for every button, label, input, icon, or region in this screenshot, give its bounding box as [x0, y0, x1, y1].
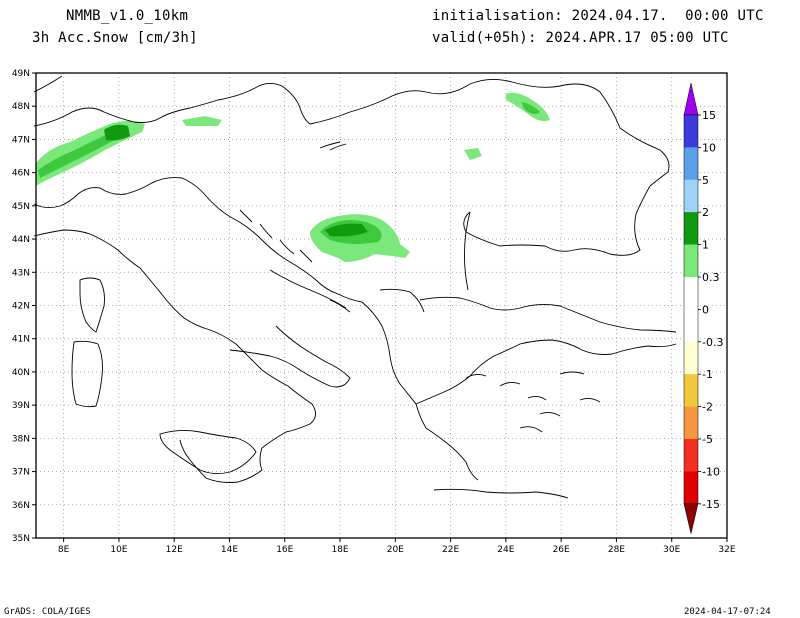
colorbar-label: 5 — [702, 174, 709, 187]
lat-label: 38N — [12, 434, 30, 444]
snow-field-austria — [182, 116, 222, 126]
footer-right: 2024-04-17-07:24 — [684, 607, 771, 617]
lon-label: 26E — [553, 545, 570, 555]
variable-title: 3h Acc.Snow [cm/3h] — [32, 30, 198, 46]
colorbar-band — [684, 147, 698, 180]
lat-label: 44N — [12, 235, 30, 245]
map-frame — [35, 72, 728, 539]
colorbar-band — [684, 309, 698, 342]
colorbar-band — [684, 374, 698, 407]
lat-label: 41N — [12, 335, 30, 345]
snow-field-balkans-peak — [325, 223, 368, 237]
colorbar-top-arrow — [683, 82, 699, 116]
colorbar-label: 0.3 — [702, 271, 720, 284]
lon-label: 16E — [276, 545, 293, 555]
lon-label: 18E — [331, 545, 348, 555]
lat-label: 45N — [12, 202, 30, 212]
colorbar-band — [684, 341, 698, 375]
snow-fields — [36, 92, 550, 262]
model-title: NMMB_v1.0_10km — [66, 8, 189, 24]
colorbar-label: 0 — [702, 303, 709, 316]
lat-label: 49N — [12, 69, 30, 79]
colorbar-band — [684, 439, 698, 472]
colorbar-band — [684, 406, 698, 439]
colorbar-label: -10 — [702, 465, 720, 478]
colorbar: 15 10 5 2 1 0.3 0 -0.3 -1 -2 -5 -10 -15 — [683, 82, 723, 534]
lon-label: 28E — [608, 545, 625, 555]
longitude-labels: 8E 10E 12E 14E 16E 18E 20E 22E 24E 26E 28E 30E 32E — [58, 538, 736, 555]
lat-label: 47N — [12, 135, 30, 145]
lon-label: 20E — [387, 545, 404, 555]
snow-field-carpathians-core — [522, 102, 540, 114]
lon-label: 32E — [718, 545, 735, 555]
init-time: initialisation: 2024.04.17. 00:00 UTC — [432, 8, 764, 24]
colorbar-band — [684, 471, 698, 504]
colorbar-label: -15 — [702, 498, 720, 511]
colorbar-band — [684, 212, 698, 245]
colorbar-label: -0.3 — [702, 336, 723, 349]
coastlines — [33, 75, 677, 499]
lat-label: 37N — [12, 468, 30, 478]
map-grid — [36, 73, 727, 538]
lat-label: 42N — [12, 302, 30, 312]
colorbar-label: -2 — [702, 401, 713, 414]
lat-label: 40N — [12, 368, 30, 378]
colorbar-label: -5 — [702, 433, 713, 446]
colorbar-band — [684, 179, 698, 213]
snow-field-moldova — [464, 148, 482, 160]
colorbar-band — [684, 244, 698, 277]
lat-label: 46N — [12, 169, 30, 179]
lat-label: 48N — [12, 102, 30, 112]
colorbar-label: 2 — [702, 206, 709, 219]
lat-label: 35N — [12, 534, 30, 544]
colorbar-label: 1 — [702, 239, 709, 252]
lat-label: 43N — [12, 268, 30, 278]
colorbar-label: 10 — [702, 141, 716, 154]
lon-label: 12E — [166, 545, 183, 555]
colorbar-band — [684, 277, 698, 310]
lat-label: 39N — [12, 401, 30, 411]
snow-field-alps-core — [38, 132, 118, 178]
colorbar-label: 15 — [702, 109, 716, 122]
colorbar-label: -1 — [702, 368, 713, 381]
latitude-labels: 49N 48N 47N 46N 45N 44N 43N 42N 41N 40N 39N 38N 37N 3… — [12, 69, 36, 544]
lon-label: 24E — [497, 545, 514, 555]
snow-field-alps-peak — [104, 124, 130, 141]
lon-label: 30E — [663, 545, 680, 555]
colorbar-band — [684, 115, 698, 148]
lat-label: 36N — [12, 501, 30, 511]
colorbar-bottom-arrow — [683, 503, 699, 534]
footer-left: GrADS: COLA/IGES — [4, 607, 91, 617]
lon-label: 22E — [442, 545, 459, 555]
lon-label: 10E — [110, 545, 127, 555]
valid-time: valid(+05h): 2024.APR.17 05:00 UTC — [432, 30, 729, 46]
lon-label: 8E — [58, 545, 70, 555]
lon-label: 14E — [221, 545, 238, 555]
